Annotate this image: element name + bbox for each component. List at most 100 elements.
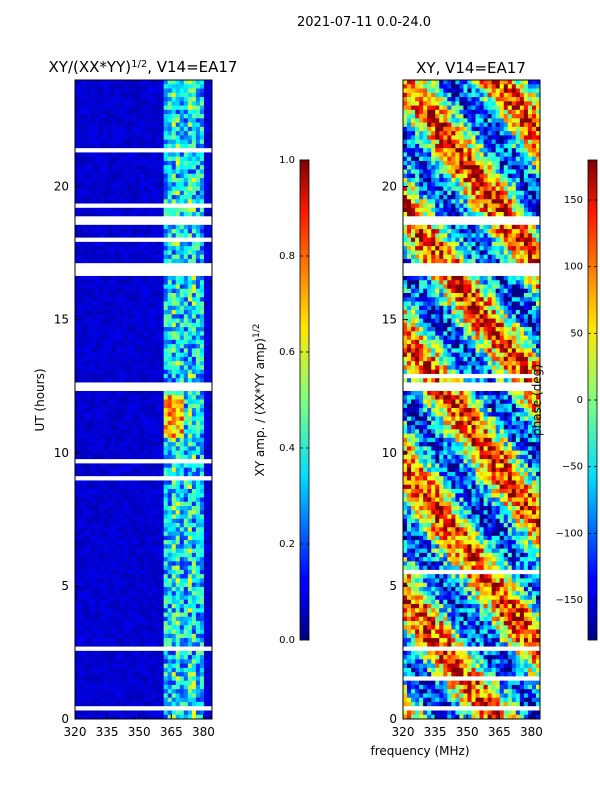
heatmap-cell <box>95 382 100 388</box>
heatmap-cell <box>143 595 148 601</box>
heatmap-cell <box>87 531 92 537</box>
heatmap-cell <box>151 608 156 613</box>
heatmap-cell <box>203 386 209 392</box>
heatmap-cell <box>79 578 84 584</box>
heatmap-cell <box>99 233 104 239</box>
heatmap-cell <box>143 446 148 452</box>
heatmap-cell <box>107 390 112 396</box>
heatmap-cell <box>75 122 80 128</box>
heatmap-cell <box>187 510 193 515</box>
heatmap-cell <box>183 433 189 439</box>
heatmap-cell <box>91 92 96 98</box>
heatmap-cell <box>131 633 136 639</box>
heatmap-cell <box>107 369 112 375</box>
heatmap-cell <box>191 84 197 89</box>
heatmap-cell <box>91 629 96 635</box>
heatmap-cell <box>119 506 124 511</box>
heatmap-cell <box>127 322 132 328</box>
heatmap-cell <box>115 352 120 358</box>
heatmap-cell <box>135 195 140 200</box>
heatmap-cell <box>79 540 84 545</box>
heatmap-cell <box>155 373 161 379</box>
heatmap-cell <box>111 156 116 162</box>
heatmap-cell <box>163 263 169 268</box>
heatmap-cell <box>95 527 100 532</box>
heatmap-cell <box>191 348 197 354</box>
heatmap-cell <box>159 212 165 217</box>
heatmap-cell <box>119 552 124 558</box>
heatmap-cell <box>167 603 173 609</box>
heatmap-cell <box>79 701 84 707</box>
heatmap-cell <box>79 557 84 562</box>
heatmap-cell <box>191 450 197 456</box>
heatmap-cell <box>99 275 104 281</box>
heatmap-cell <box>139 284 144 290</box>
heatmap-cell <box>79 488 84 494</box>
heatmap-cell <box>91 186 96 192</box>
heatmap-cell <box>103 561 108 567</box>
heatmap-cell <box>175 250 181 256</box>
heatmap-cell <box>187 114 193 119</box>
heatmap-cell <box>79 633 84 639</box>
heatmap-cell <box>171 527 177 532</box>
heatmap-cell <box>163 105 169 111</box>
heatmap-cell <box>147 314 152 319</box>
heatmap-cell <box>83 263 88 268</box>
heatmap-cell <box>99 429 104 434</box>
heatmap-cell <box>111 88 116 94</box>
heatmap-cell <box>107 165 112 170</box>
heatmap-cell <box>135 510 140 515</box>
heatmap-cell <box>115 506 120 511</box>
heatmap-cell <box>123 680 128 686</box>
heatmap-cell <box>179 135 185 141</box>
heatmap-cell <box>139 322 144 328</box>
heatmap-cell <box>123 420 128 426</box>
heatmap-cell <box>151 382 156 388</box>
heatmap-cell <box>183 557 189 562</box>
heatmap-cell <box>207 625 213 630</box>
heatmap-cell <box>127 233 132 239</box>
heatmap-cell <box>95 322 100 328</box>
heatmap-cell <box>167 241 173 247</box>
heatmap-cell <box>135 352 140 358</box>
heatmap-cell <box>171 672 177 677</box>
heatmap-cell <box>139 467 144 473</box>
heatmap-cell <box>155 450 161 456</box>
heatmap-cell <box>83 655 88 660</box>
heatmap-cell <box>147 135 152 141</box>
heatmap-cell <box>115 467 120 473</box>
heatmap-cell <box>111 207 116 213</box>
heatmap-cell <box>91 535 96 541</box>
heatmap-cell <box>175 561 181 567</box>
heatmap-cell <box>195 638 201 643</box>
heatmap-cell <box>203 480 209 486</box>
heatmap-cell <box>79 642 84 647</box>
heatmap-cell <box>163 506 169 511</box>
heatmap-cell <box>191 131 197 136</box>
heatmap-cell <box>207 425 213 430</box>
heatmap-cell <box>191 373 197 379</box>
heatmap-cell <box>147 327 152 332</box>
heatmap-cell <box>187 608 193 613</box>
heatmap-cell <box>107 310 112 315</box>
heatmap-cell <box>91 408 96 413</box>
heatmap-cell <box>107 565 112 571</box>
heatmap-cell <box>151 114 156 119</box>
heatmap-cell <box>199 506 205 511</box>
heatmap-cell <box>163 190 169 196</box>
heatmap-cell <box>163 625 169 630</box>
heatmap-cell <box>91 160 96 166</box>
heatmap-cell <box>203 531 209 537</box>
heatmap-cell <box>183 335 189 341</box>
heatmap-cell <box>195 574 201 579</box>
heatmap-cell <box>151 373 156 379</box>
heatmap-cell <box>183 131 189 136</box>
heatmap-cell <box>155 412 161 417</box>
heatmap-cell <box>187 216 193 221</box>
heatmap-cell <box>131 497 136 503</box>
heatmap-cell <box>95 561 100 567</box>
heatmap-cell <box>203 220 209 226</box>
heatmap-cell <box>199 488 205 494</box>
heatmap-cell <box>187 177 193 183</box>
heatmap-cell <box>179 229 185 234</box>
